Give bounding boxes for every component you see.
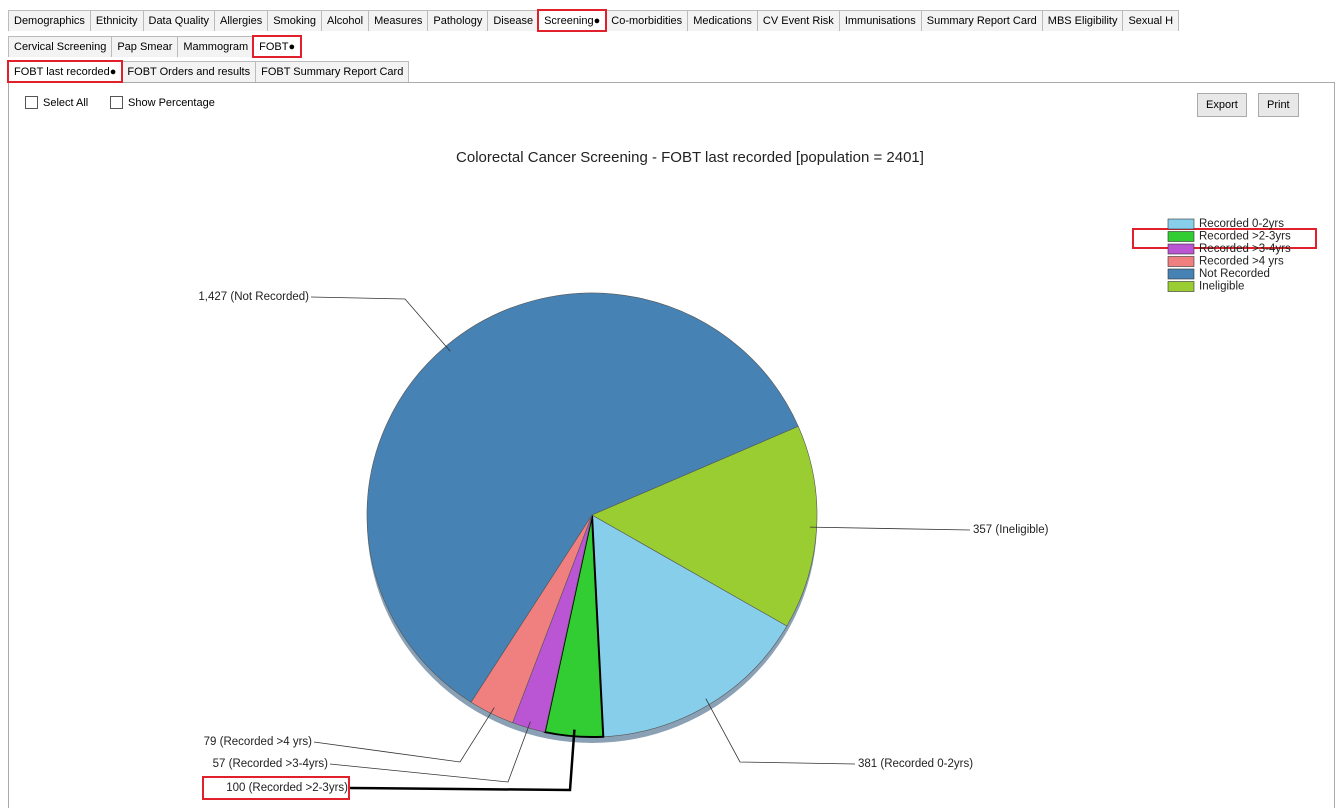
checkbox[interactable]: Select All (25, 96, 88, 109)
data-label: 57 (Recorded >3-4yrs) (213, 758, 329, 770)
tab[interactable]: CV Event Risk (756, 10, 840, 31)
legend-swatch (1167, 256, 1195, 267)
tab[interactable]: Data Quality (142, 10, 216, 31)
tab[interactable]: Mammogram (177, 36, 255, 57)
tab[interactable]: Pathology (427, 10, 489, 31)
print-button[interactable]: Print (1258, 93, 1299, 117)
tab[interactable]: Summary Report Card (920, 10, 1043, 31)
legend-swatch (1167, 243, 1195, 255)
checkbox-label: Select All (43, 96, 89, 109)
tab[interactable]: Co-morbidities (605, 10, 689, 31)
legend-swatch (1167, 231, 1195, 242)
legend-label: Ineligible (1199, 281, 1244, 293)
sub-tab-bar: Cervical Screening Pap Smear Mammogram FOBT… (8, 35, 303, 58)
tab[interactable]: Ethnicity (89, 10, 144, 31)
legend-swatch (1167, 218, 1195, 230)
tab[interactable]: Immunisations (838, 10, 922, 31)
tab[interactable]: Screening● (537, 9, 608, 32)
tab[interactable]: Disease (487, 10, 540, 31)
highlight-box (1132, 228, 1317, 249)
tab[interactable]: Measures (368, 10, 429, 31)
tab[interactable]: Alcohol (321, 10, 370, 31)
export-button[interactable]: Export (1197, 93, 1247, 117)
legend-label: Recorded >2-3yrs (1199, 231, 1291, 243)
leader-line (329, 721, 531, 783)
tab[interactable]: Cervical Screening (8, 36, 113, 57)
checkbox[interactable]: Show Percentage (110, 96, 215, 109)
tab[interactable]: Sexual H (1122, 10, 1180, 31)
data-label: 100 (Recorded >2-3yrs) (226, 782, 348, 794)
data-label: 357 (Ineligible) (973, 524, 1049, 536)
tab[interactable]: Smoking (267, 10, 323, 31)
tab[interactable]: FOBT Summary Report Card (255, 61, 410, 82)
tab[interactable]: FOBT● (252, 35, 303, 58)
data-label: 79 (Recorded >4 yrs) (204, 736, 313, 748)
chart-title: Colorectal Cancer Screening - FOBT last … (456, 149, 924, 166)
leader-line (349, 729, 576, 792)
checkbox-label: Show Percentage (128, 96, 215, 109)
highlight-box (202, 776, 350, 800)
tab[interactable]: MBS Eligibility (1041, 10, 1124, 31)
data-label: 381 (Recorded 0-2yrs) (858, 758, 973, 770)
leader-line (310, 296, 451, 352)
legend-swatch (1167, 268, 1195, 280)
tab[interactable]: FOBT Orders and results (121, 61, 257, 82)
leader-line (705, 698, 856, 765)
leader-line (313, 707, 495, 763)
legend-label: Recorded >3-4yrs (1199, 243, 1291, 255)
panel (8, 82, 1335, 808)
tab[interactable]: Demographics (8, 10, 91, 31)
legend-label: Recorded >4 yrs (1199, 256, 1284, 268)
report-tab-bar: FOBT last recorded● FOBT Orders and resul… (6, 60, 410, 83)
leader-line (809, 526, 971, 531)
tab[interactable]: FOBT last recorded● (6, 60, 124, 83)
legend-label: Not Recorded (1199, 268, 1270, 280)
data-label: 1,427 (Not Recorded) (198, 291, 309, 303)
tab-bar: Demographics Ethnicity Data Quality Allergi… (8, 9, 1180, 32)
tab[interactable]: Pap Smear (111, 36, 179, 57)
legend-swatch (1167, 281, 1195, 292)
legend-label: Recorded 0-2yrs (1199, 218, 1284, 230)
tab[interactable]: Allergies (214, 10, 269, 31)
tab[interactable]: Medications (687, 10, 758, 31)
